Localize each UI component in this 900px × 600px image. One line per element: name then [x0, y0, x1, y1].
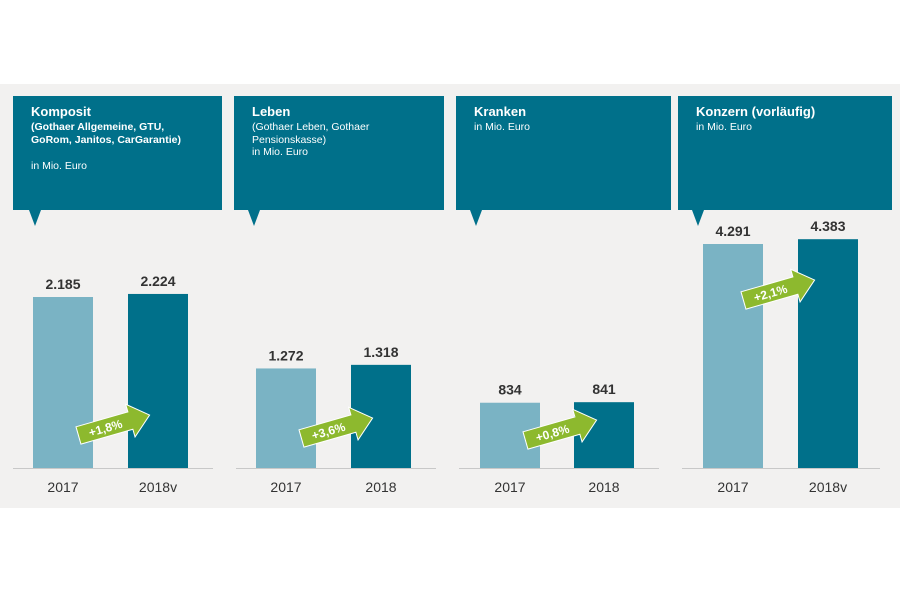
leben-title: Leben: [252, 104, 291, 119]
kranken-change-arrow-shape: [522, 408, 598, 450]
leben-unit: in Mio. Euro: [252, 146, 309, 158]
komposit-header: Komposit (Gothaer Allgemeine, GTU, GoRom…: [13, 96, 222, 226]
kranken-category-label-2017: 2017: [494, 479, 525, 495]
leben-change-arrow-shape: [298, 406, 374, 448]
kranken-category-label-2018: 2018: [588, 479, 619, 495]
konzern-value-label-2018v: 4.383: [810, 218, 845, 234]
komposit-unit: in Mio. Euro: [31, 160, 88, 172]
konzern-header: Konzern (vorläufig) in Mio. Euro: [678, 96, 892, 226]
kranken-value-label-2018: 841: [592, 381, 616, 397]
konzern-bar-2018v: [798, 239, 858, 468]
konzern-unit: in Mio. Euro: [696, 121, 753, 133]
leben-category-label-2017: 2017: [270, 479, 301, 495]
komposit-change-arrow-shape: [75, 403, 151, 445]
konzern-value-label-2017: 4.291: [715, 223, 750, 239]
konzern-header-pointer: [692, 210, 704, 226]
komposit-subtitle: (Gothaer Allgemeine, GTU, GoRom, Janitos…: [31, 121, 181, 146]
kranken-title: Kranken: [474, 104, 527, 119]
kranken-header: Kranken in Mio. Euro: [456, 96, 671, 226]
kranken-header-pointer: [470, 210, 482, 226]
konzern-change-arrow: +2,1%: [740, 268, 816, 310]
leben-header: Leben (Gothaer Leben, Gothaer Pensionska…: [234, 96, 444, 226]
kranken-value-label-2017: 834: [498, 382, 522, 398]
konzern-title: Konzern (vorläufig): [696, 104, 816, 119]
komposit-change-arrow: +1,8%: [75, 403, 151, 445]
leben-change-arrow: +3,6%: [298, 406, 374, 448]
leben-value-label-2017: 1.272: [268, 347, 303, 363]
komposit-header-pointer: [29, 210, 41, 226]
konzern-category-label-2018v: 2018v: [809, 479, 847, 495]
konzern-category-label-2017: 2017: [717, 479, 748, 495]
komposit-title: Komposit: [31, 104, 91, 119]
leben-category-label-2018: 2018: [365, 479, 396, 495]
komposit-value-label-2018v: 2.224: [140, 273, 175, 289]
komposit-category-label-2018v: 2018v: [139, 479, 177, 495]
konzern-bar-2017: [703, 244, 763, 468]
leben-subtitle: (Gothaer Leben, Gothaer Pensionskasse): [252, 121, 370, 146]
leben-header-pointer: [248, 210, 260, 226]
kranken-unit: in Mio. Euro: [474, 121, 531, 133]
komposit-category-label-2017: 2017: [47, 479, 78, 495]
konzern-change-arrow-shape: [740, 268, 816, 310]
kranken-change-arrow: +0,8%: [522, 408, 598, 450]
leben-value-label-2018: 1.318: [363, 344, 398, 360]
komposit-bar-2018v: [128, 293, 188, 468]
leben-bar-2017: [256, 368, 316, 468]
komposit-value-label-2017: 2.185: [45, 276, 80, 292]
